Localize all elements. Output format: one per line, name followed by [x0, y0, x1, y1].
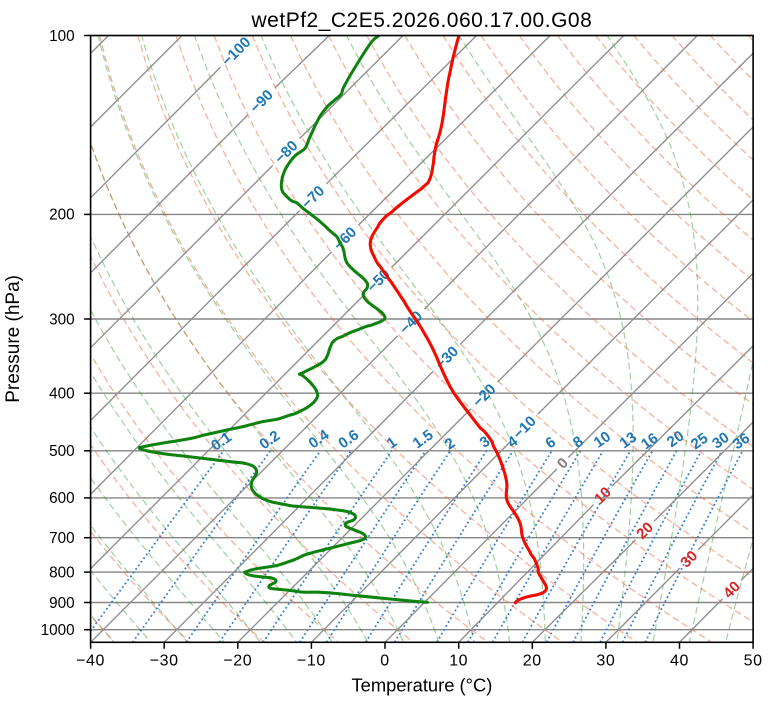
svg-text:0: 0 — [380, 653, 390, 670]
svg-text:Pressure (hPa): Pressure (hPa) — [3, 275, 24, 403]
svg-text:20: 20 — [523, 653, 542, 670]
svg-text:−20: −20 — [223, 653, 252, 670]
svg-text:300: 300 — [49, 311, 75, 328]
svg-text:800: 800 — [49, 564, 75, 581]
svg-text:−30: −30 — [150, 653, 179, 670]
svg-text:1000: 1000 — [41, 622, 75, 639]
svg-text:700: 700 — [49, 530, 75, 547]
svg-text:30: 30 — [596, 653, 615, 670]
svg-text:500: 500 — [49, 443, 75, 460]
svg-text:−10: −10 — [297, 653, 326, 670]
svg-text:100: 100 — [49, 28, 75, 45]
svg-text:40: 40 — [670, 653, 689, 670]
svg-text:900: 900 — [49, 595, 75, 612]
svg-text:600: 600 — [49, 490, 75, 507]
svg-text:wetPf2_C2E5.2026.060.17.00.G08: wetPf2_C2E5.2026.060.17.00.G08 — [251, 9, 593, 32]
svg-text:Temperature (°C): Temperature (°C) — [351, 675, 492, 696]
svg-text:10: 10 — [449, 653, 468, 670]
svg-text:−40: −40 — [76, 653, 105, 670]
svg-text:50: 50 — [744, 653, 763, 670]
svg-text:400: 400 — [49, 386, 75, 403]
svg-text:200: 200 — [49, 207, 75, 224]
